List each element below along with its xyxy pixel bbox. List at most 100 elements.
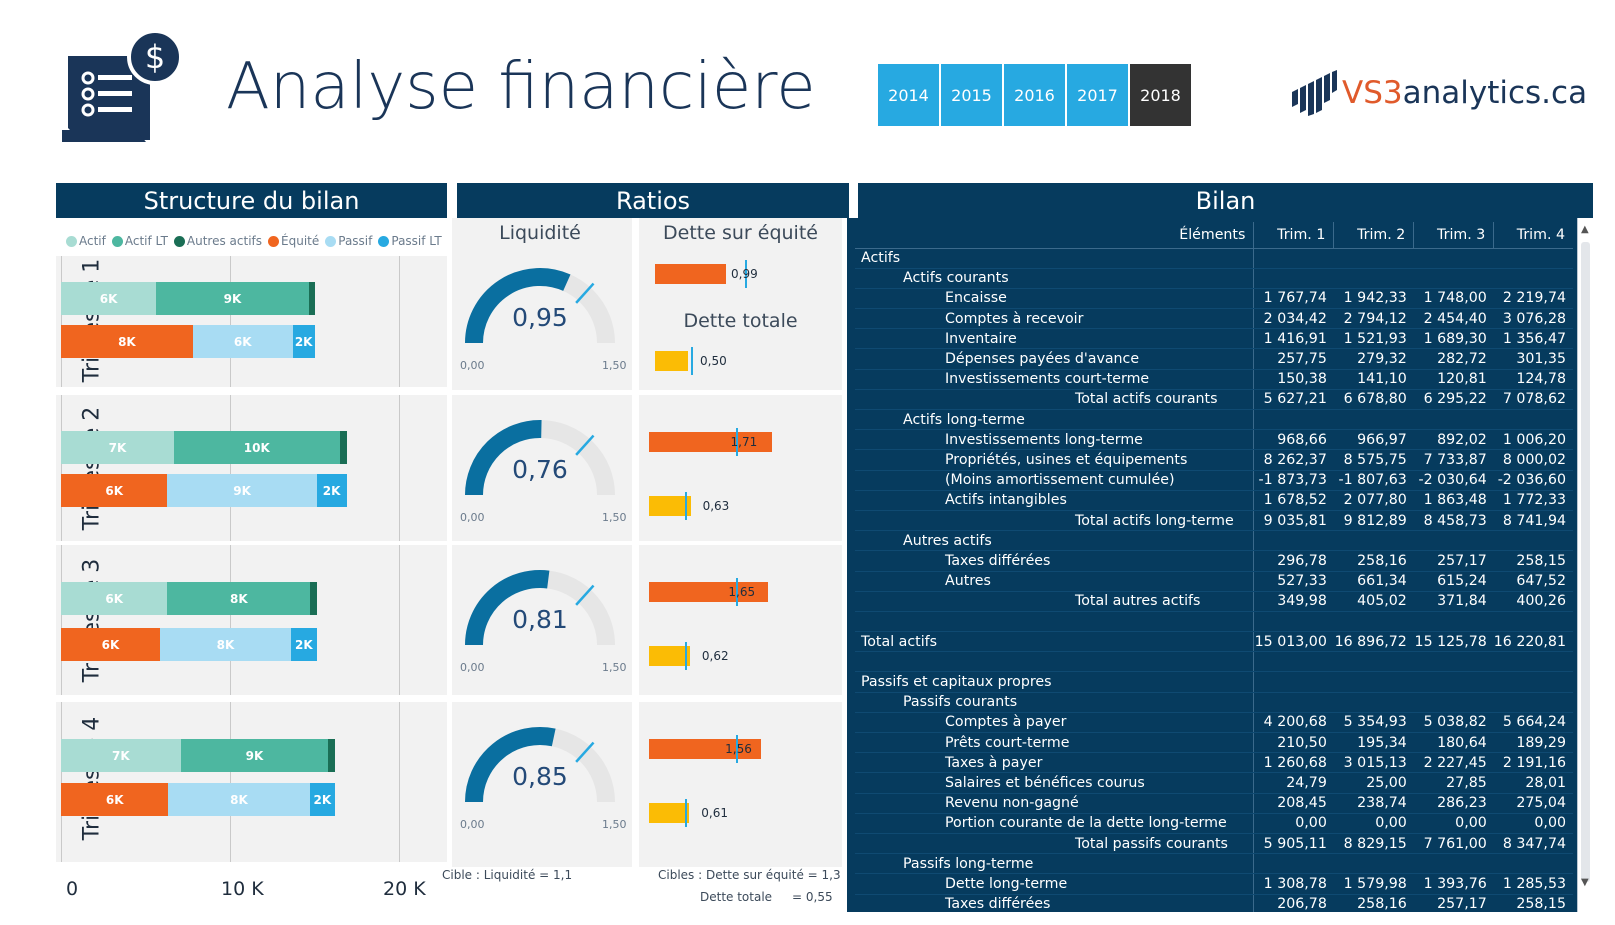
gauge-target-marker <box>575 434 595 456</box>
total-debt-value: 0,61 <box>701 806 728 820</box>
column-header-2[interactable]: Trim. 2 <box>1333 222 1414 249</box>
table-row[interactable]: Encaisse 1 767,74 1 942,33 1 748,00 2 219,74 <box>855 288 1573 310</box>
year-tab-2018[interactable]: 2018 <box>1130 64 1191 126</box>
total-debt-bar[interactable] <box>655 351 688 371</box>
table-row[interactable]: Portion courante de la dette long-terme 0… <box>855 813 1573 834</box>
legend-item[interactable]: Passif <box>325 234 372 248</box>
total-debt-bar[interactable] <box>649 496 691 516</box>
table-row[interactable]: Autres actifs <box>855 530 1573 552</box>
table-row[interactable]: Dette long-terme 1 308,78 1 579,98 1 393,76… <box>855 873 1573 895</box>
legend-item[interactable]: Actif <box>66 234 106 248</box>
year-tab-2016[interactable]: 2016 <box>1004 64 1065 126</box>
bar-actif[interactable]: 7K <box>61 739 181 772</box>
column-header-3[interactable]: Trim. 3 <box>1413 222 1494 249</box>
table-row[interactable]: Passifs et capitaux propres <box>855 671 1573 693</box>
debt-to-equity-bar[interactable] <box>649 739 762 759</box>
bar-equite[interactable]: 6K <box>61 783 169 816</box>
bar-equite[interactable]: 6K <box>61 628 160 661</box>
table-row[interactable]: Propriétés, usines et équipements 8 262,3… <box>855 449 1573 471</box>
bar-autres-actifs[interactable] <box>328 739 336 772</box>
table-row[interactable] <box>855 651 1573 673</box>
year-tab-2017[interactable]: 2017 <box>1067 64 1128 126</box>
table-row[interactable]: Actifs long-terme <box>855 409 1573 431</box>
total-debt-value: 0,63 <box>702 499 730 513</box>
column-header-1[interactable]: Trim. 1 <box>1253 222 1334 249</box>
table-row[interactable]: Autres 527,33 661,34 615,24 647,52 <box>855 571 1573 592</box>
table-row[interactable]: Actifs <box>855 248 1573 269</box>
cell-value <box>1333 530 1414 552</box>
total-debt-bar[interactable] <box>649 646 690 666</box>
legend-item[interactable]: Autres actifs <box>173 234 262 248</box>
total-debt-bar[interactable] <box>649 803 690 823</box>
bar-equite[interactable]: 8K <box>61 325 193 358</box>
table-row[interactable]: Passifs long-terme <box>855 853 1573 875</box>
bar-passif[interactable]: 8K <box>159 628 292 661</box>
bar-actif[interactable]: 6K <box>61 282 157 315</box>
bar-actif-lt[interactable]: 8K <box>167 582 311 615</box>
table-row[interactable]: (Moins amortissement cumulée) -1 873,73 -1… <box>855 470 1573 491</box>
table-row[interactable]: Taxes différées 206,78 258,16 257,17 258,15 <box>855 894 1573 912</box>
table-row[interactable]: Dépenses payées d'avance 257,75 279,32 282,… <box>855 348 1573 370</box>
bar-passif-lt[interactable]: 2K <box>291 628 317 661</box>
table-row[interactable]: Taxes à payer 1 260,68 3 015,13 2 227,45 2 1… <box>855 752 1573 774</box>
bar-actif-lt[interactable]: 9K <box>180 739 329 772</box>
table-scrollbar[interactable]: ▲ ▼ <box>1577 218 1593 912</box>
debt-to-equity-bar[interactable] <box>649 432 773 452</box>
bar-passif[interactable]: 8K <box>168 783 310 816</box>
table-row[interactable]: Total autres actifs 349,98 405,02 371,84 400… <box>855 591 1573 612</box>
debt-to-equity-bar[interactable] <box>649 582 768 602</box>
cell-value <box>1333 611 1414 633</box>
bar-equite[interactable]: 6K <box>61 474 168 507</box>
bar-autres-actifs[interactable] <box>310 582 317 615</box>
cell-value: 25,00 <box>1333 772 1414 794</box>
table-row[interactable]: Total passifs courants 5 905,11 8 829,15 7 … <box>855 833 1573 855</box>
table-row[interactable]: Investissements long-terme 968,66 966,97 89… <box>855 429 1573 451</box>
scroll-down-icon[interactable]: ▼ <box>1581 877 1589 888</box>
table-row[interactable]: Actifs intangibles 1 678,52 2 077,80 1 863,… <box>855 490 1573 511</box>
cell-value: 208,45 <box>1253 793 1334 814</box>
column-header-0[interactable]: Éléments <box>855 222 1254 249</box>
table-row[interactable]: Total actifs courants 5 627,21 6 678,80 6 2… <box>855 389 1573 411</box>
legend-item[interactable]: Passif LT <box>378 234 442 248</box>
debt-to-equity-value: 0,99 <box>731 267 758 281</box>
scroll-thumb[interactable] <box>1581 242 1590 882</box>
table-row[interactable]: Inventaire 1 416,91 1 521,93 1 689,30 1 356,… <box>855 328 1573 350</box>
bar-passif-lt[interactable]: 2K <box>292 325 315 358</box>
cell-value <box>1253 853 1334 875</box>
debt-to-equity-bar[interactable] <box>655 264 727 284</box>
bar-passif-lt[interactable]: 2K <box>316 474 347 507</box>
table-row[interactable]: Total actifs long-terme 9 035,81 9 812,89 8… <box>855 510 1573 532</box>
table-row[interactable]: Revenu non-gagné 208,45 238,74 286,23 275,04 <box>855 793 1573 814</box>
table-row[interactable]: Prêts court-terme 210,50 195,34 180,64 189,2… <box>855 732 1573 754</box>
table-row[interactable]: Actifs courants <box>855 268 1573 289</box>
legend-item[interactable]: Équité <box>268 234 319 248</box>
cell-value: 5 664,24 <box>1493 712 1573 734</box>
bar-autres-actifs[interactable] <box>339 431 347 464</box>
column-header-4[interactable]: Trim. 4 <box>1493 222 1573 249</box>
bar-actif[interactable]: 7K <box>61 431 174 464</box>
legend-dot-icon <box>173 235 185 247</box>
cell-value: 1 521,93 <box>1333 328 1414 350</box>
table-row[interactable]: Salaires et bénéfices courus 24,79 25,00 27… <box>855 772 1573 794</box>
scroll-up-icon[interactable]: ▲ <box>1581 224 1589 235</box>
table-row[interactable]: Taxes différées 296,78 258,16 257,17 258,15 <box>855 550 1573 572</box>
table-row[interactable]: Comptes à payer 4 200,68 5 354,93 5 038,82 5… <box>855 712 1573 734</box>
table-row[interactable]: Investissements court-terme 150,38 141,10 1… <box>855 369 1573 390</box>
bar-actif-lt[interactable]: 10K <box>173 431 340 464</box>
table-row[interactable]: Passifs courants <box>855 692 1573 713</box>
year-tab-2015[interactable]: 2015 <box>941 64 1002 126</box>
table-row[interactable]: Comptes à recevoir 2 034,42 2 794,12 2 454,… <box>855 308 1573 330</box>
table-row[interactable] <box>855 611 1573 633</box>
bar-passif[interactable]: 6K <box>192 325 293 358</box>
cell-value: 8 347,74 <box>1493 833 1573 855</box>
table-row[interactable]: Total actifs 15 013,00 16 896,72 15 125,78 1… <box>855 631 1573 653</box>
bar-autres-actifs[interactable] <box>308 282 315 315</box>
legend-item[interactable]: Actif LT <box>111 234 168 248</box>
bar-passif-lt[interactable]: 2K <box>309 783 336 816</box>
year-tab-2014[interactable]: 2014 <box>878 64 939 126</box>
bar-passif[interactable]: 9K <box>167 474 317 507</box>
bar-actif-lt[interactable]: 9K <box>156 282 309 315</box>
bar-actif[interactable]: 6K <box>61 582 168 615</box>
brand-prefix: VS3 <box>1342 75 1403 111</box>
debt-to-equity-value: 1,65 <box>728 585 756 599</box>
